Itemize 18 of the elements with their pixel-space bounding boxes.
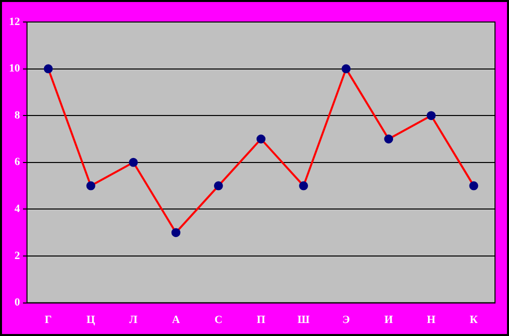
y-tick-label: 4 — [14, 203, 20, 216]
x-tick-label: К — [470, 314, 478, 326]
y-tick-label: 2 — [14, 250, 20, 262]
x-tick-label: Ш — [298, 314, 310, 326]
x-tick-label: Л — [129, 314, 138, 326]
x-tick-label: И — [384, 314, 394, 326]
y-tick-label: 12 — [9, 16, 20, 28]
x-tick-label: П — [256, 314, 266, 326]
y-tick-label: 0 — [14, 296, 20, 309]
x-tick-label: А — [172, 314, 180, 326]
x-tick-label: Г — [44, 314, 52, 326]
y-tick-label: 10 — [9, 62, 20, 75]
y-tick-label: 8 — [14, 109, 20, 122]
x-tick-label: С — [214, 314, 222, 326]
y-tick-label: 6 — [14, 156, 20, 168]
x-tick-label: Н — [426, 314, 436, 326]
x-tick-label: Э — [342, 314, 350, 326]
x-tick-label: Ц — [86, 314, 96, 326]
